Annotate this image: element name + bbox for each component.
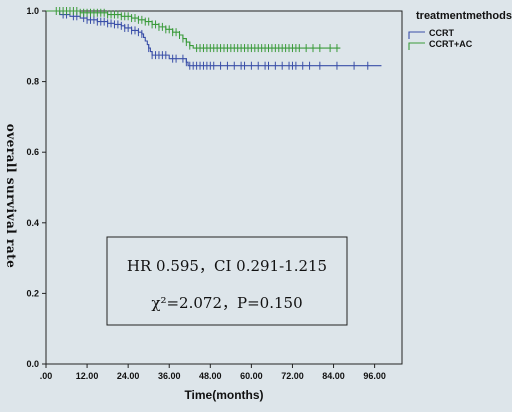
x-tick-label: .00 — [40, 371, 53, 381]
legend-label: CCRT+AC — [429, 39, 473, 49]
series-ccrt-ac — [46, 7, 341, 53]
annotation-frame — [106, 236, 348, 326]
y-tick-label: 0.8 — [26, 77, 39, 87]
series-layer — [46, 7, 382, 70]
x-tick-label: 84.00 — [322, 371, 345, 381]
axis-ticks: 0.0 0.2 0.4 0.6 0.8 1.0 .00 12.00 24.00 36.00 48.0… — [26, 6, 385, 381]
series-ccrt — [46, 10, 382, 70]
y-tick-label: 0.6 — [26, 147, 39, 157]
y-axis-title: overall survival rate — [4, 124, 18, 269]
x-axis-title: Time(months) — [184, 388, 263, 402]
x-tick-label: 72.00 — [281, 371, 304, 381]
legend-swatch — [408, 31, 425, 39]
x-tick-label: 24.00 — [117, 371, 140, 381]
y-tick-label: 0.0 — [26, 359, 39, 369]
y-tick-label: 0.4 — [26, 218, 39, 228]
legend-swatch — [408, 42, 425, 50]
y-tick-label: 0.2 — [26, 288, 39, 298]
hazard-ratio-text: HR 0.595，CI 0.291-1.215 — [127, 257, 327, 275]
x-tick-label: 12.00 — [76, 371, 99, 381]
annotation-box: HR 0.595，CI 0.291-1.215 χ²=2.072，P=0.150 — [106, 236, 348, 326]
y-tick-label: 1.0 — [26, 6, 39, 16]
chi-square-text: χ²=2.072，P=0.150 — [151, 294, 302, 312]
legend-label: CCRT — [429, 28, 454, 38]
x-tick-label: 36.00 — [158, 371, 181, 381]
legend-title: treatmentmethods — [416, 10, 512, 22]
x-tick-label: 48.00 — [199, 371, 222, 381]
x-tick-label: 96.00 — [363, 371, 386, 381]
x-tick-label: 60.00 — [240, 371, 263, 381]
